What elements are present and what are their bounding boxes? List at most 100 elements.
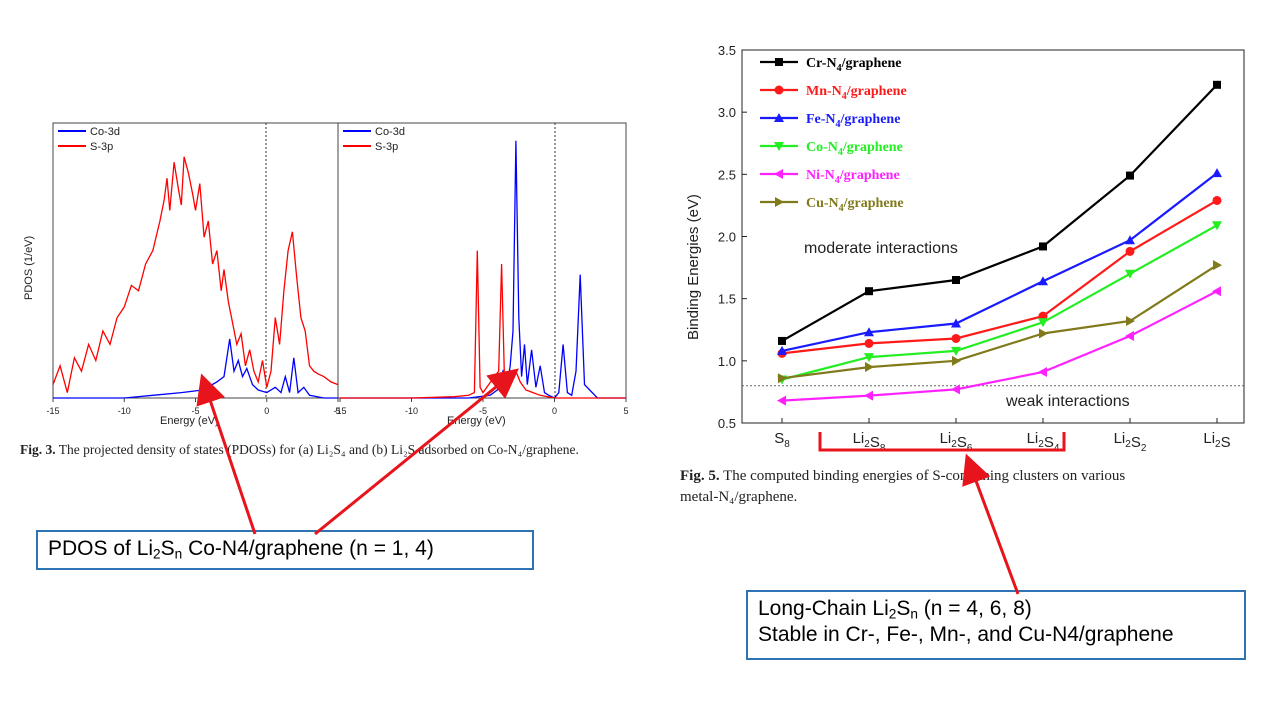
be-ytick-label: 3.5 [718, 43, 736, 58]
be-point-ni-n4-graphene [1212, 286, 1221, 297]
be-point-cu-n4-graphene [1126, 316, 1135, 327]
be-point-co-n4-graphene [864, 353, 874, 363]
be-legend-marker-cr-n4-graphene [775, 58, 783, 66]
be-legend-marker-co-n4-graphene [774, 142, 784, 151]
pdos-callout-box: PDOS of Li2Sn Co-N4/graphene (n = 1, 4) [36, 530, 534, 570]
be-point-ni-n4-graphene [1125, 330, 1134, 341]
be-category-label: Li2S6 [940, 430, 973, 454]
fig3-label: Fig. 3. [20, 442, 56, 457]
be-point-fe-n4-graphene [1038, 276, 1048, 286]
be-point-co-n4-graphene [1212, 221, 1222, 231]
be-legend-marker-ni-n4-graphene [774, 169, 783, 179]
fig5-caption-line1: The computed binding energies of S-conta… [723, 468, 1126, 484]
be-category-label: Li2S [1203, 430, 1230, 451]
be-ytick-label: 3.0 [718, 105, 736, 120]
be-point-fe-n4-graphene [1125, 235, 1135, 245]
pdos-a-xtick-label: -10 [118, 406, 131, 416]
be-point-cu-n4-graphene [1039, 328, 1048, 339]
fig5-caption: Fig. 5. The computed binding energies of… [680, 466, 1260, 508]
pdos-b-xtick-label: 0 [552, 406, 557, 416]
be-point-co-n4-graphene [1038, 318, 1048, 328]
be-point-cr-n4-graphene [1126, 171, 1134, 180]
be-legend-label-mn-n4-graphene: Mn-N4/graphene [806, 84, 907, 102]
be-ytick-label: 1.5 [718, 292, 736, 307]
be-point-mn-n4-graphene [1212, 195, 1222, 205]
be-point-cu-n4-graphene [952, 355, 961, 366]
legend-b-s3p: S-3p [375, 141, 398, 153]
be-point-mn-n4-graphene [951, 333, 961, 343]
be-point-fe-n4-graphene [777, 345, 787, 355]
pdos-a-ylabel: PDOS (1/eV) [23, 236, 35, 300]
be-category-label: Li2S4 [1027, 430, 1060, 454]
fig5-caption-line2: metal-N₄/graphene. [680, 489, 798, 505]
pdos-figure: -15 -10 -5 0 5 -15 -10 -5 0 5 Co-3d S-3p Co-3d S… [10, 110, 650, 430]
be-point-ni-n4-graphene [864, 390, 873, 401]
be-category-label: S8 [774, 430, 790, 450]
be-ytick-label: 0.5 [718, 416, 736, 431]
be-point-fe-n4-graphene [1212, 168, 1222, 178]
legend-a-s3p: S-3p [90, 141, 113, 153]
be-line-fe-n4-graphene [781, 172, 1218, 352]
be-point-co-n4-graphene [951, 346, 961, 356]
be-line-cu-n4-graphene [781, 264, 1218, 380]
be-ytick-label: 1.0 [718, 354, 736, 369]
be-point-cr-n4-graphene [865, 287, 873, 296]
binding-figure: 0.5 1.0 1.5 2.0 2.5 3.0 3.5 S8 Li2S8 Li2S6 Li2S4 L… [680, 40, 1260, 460]
pdos-svg: -15 -10 -5 0 5 -15 -10 -5 0 5 Co-3d S-3p Co-3d S… [23, 122, 629, 427]
fig3-caption: Fig. 3. The projected density of states … [20, 442, 579, 458]
be-legend-label-fe-n4-graphene: Fe-N4/graphene [806, 112, 900, 130]
pdos-b-xtick-label: -10 [405, 406, 418, 416]
be-category-label: Li2S8 [853, 430, 886, 454]
be-legend-label-co-n4-graphene: Co-N4/graphene [806, 140, 903, 158]
pdos-b-series-s-3p [340, 250, 626, 399]
fig3-caption-text: The projected density of states (PDOSs) … [58, 442, 579, 457]
pdos-a-xlabel: Energy (eV) [160, 415, 219, 427]
be-point-fe-n4-graphene [951, 318, 961, 328]
be-legend-label-cu-n4-graphene: Cu-N4/graphene [806, 196, 904, 214]
binding-ylabel: Binding Energies (eV) [685, 194, 702, 340]
pdos-b-series-co-3d [340, 140, 626, 399]
moderate-interactions-label: moderate interactions [804, 240, 958, 257]
be-point-fe-n4-graphene [864, 327, 874, 337]
be-point-ni-n4-graphene [1038, 367, 1047, 378]
be-line-cr-n4-graphene [781, 84, 1218, 342]
be-legend-label-ni-n4-graphene: Ni-N4/graphene [806, 168, 900, 186]
be-line-mn-n4-graphene [781, 199, 1218, 355]
legend-b-co3d: Co-3d [375, 126, 405, 138]
be-point-cu-n4-graphene [778, 373, 787, 384]
be-point-cr-n4-graphene [1213, 80, 1221, 89]
pdos-a-xtick-label: 0 [264, 406, 269, 416]
pdos-a-xtick-label: -15 [46, 406, 59, 416]
be-point-ni-n4-graphene [951, 384, 960, 395]
pdos-a-xtick-label: -5 [191, 406, 199, 416]
longchain-callout-box: Long-Chain Li2Sn (n = 4, 6, 8) Stable in… [746, 590, 1246, 660]
legend-a-co3d: Co-3d [90, 126, 120, 138]
be-legend-marker-mn-n4-graphene [774, 85, 784, 95]
weak-interactions-label: weak interactions [1005, 393, 1130, 410]
be-point-ni-n4-graphene [777, 395, 786, 406]
pdos-a-series-s-3p [52, 156, 339, 393]
be-line-ni-n4-graphene [781, 290, 1218, 402]
be-point-co-n4-graphene [1125, 269, 1135, 279]
binding-svg: 0.5 1.0 1.5 2.0 2.5 3.0 3.5 S8 Li2S8 Li2S6 Li2S4 L… [685, 43, 1245, 454]
pdos-a-series-co-3d [53, 338, 338, 399]
be-category-label: Li2S2 [1114, 430, 1147, 454]
be-point-mn-n4-graphene [864, 338, 874, 348]
be-ytick-label: 2.0 [718, 230, 736, 245]
pdos-b-xtick-label: 5 [623, 406, 628, 416]
be-legend-marker-fe-n4-graphene [774, 113, 784, 122]
binding-frame [741, 49, 1245, 424]
be-ytick-label: 2.5 [718, 167, 736, 182]
be-point-cu-n4-graphene [865, 362, 874, 373]
be-point-cr-n4-graphene [952, 276, 960, 285]
pdos-b-xtick-label: -15 [333, 406, 346, 416]
be-line-co-n4-graphene [781, 224, 1218, 381]
be-legend-label-cr-n4-graphene: Cr-N4/graphene [806, 56, 901, 74]
fig5-label: Fig. 5. [680, 468, 720, 484]
be-point-cr-n4-graphene [778, 336, 786, 345]
pdos-b-xlabel: Energy (eV) [447, 415, 506, 427]
be-point-cr-n4-graphene [1039, 242, 1047, 251]
be-point-mn-n4-graphene [1125, 246, 1135, 256]
be-point-cu-n4-graphene [1213, 260, 1222, 271]
be-legend-marker-cu-n4-graphene [775, 197, 784, 207]
